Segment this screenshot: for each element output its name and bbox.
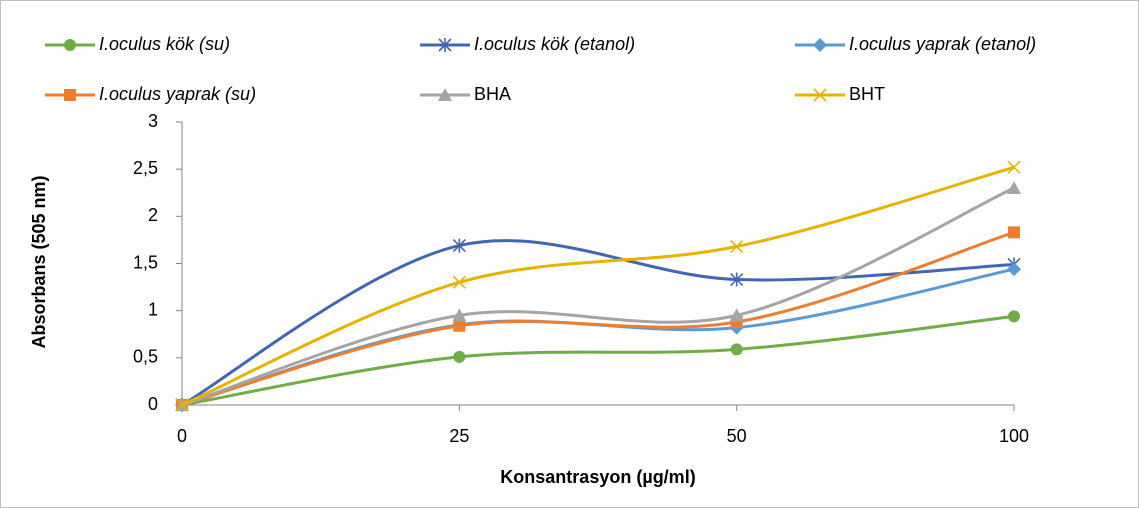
legend-item: BHA xyxy=(420,84,511,104)
legend-label: BHA xyxy=(474,84,511,104)
marker xyxy=(452,275,466,289)
series-line xyxy=(181,230,1015,407)
marker xyxy=(730,343,743,356)
series-line xyxy=(181,165,1015,407)
marker xyxy=(729,308,744,322)
legend-label: I.oculus yaprak (su) xyxy=(99,84,256,104)
marker xyxy=(730,239,744,254)
marker xyxy=(438,88,452,101)
y-tick-label: 2 xyxy=(148,205,158,225)
marker xyxy=(175,398,189,412)
marker xyxy=(1008,310,1020,323)
marker xyxy=(813,38,827,52)
legend-label: I.oculus kök (su) xyxy=(99,34,230,54)
marker xyxy=(730,272,744,287)
x-tick-label: 50 xyxy=(727,426,747,446)
marker xyxy=(438,38,452,52)
marker xyxy=(453,319,466,332)
y-tick-label: 1,5 xyxy=(133,252,158,272)
marker xyxy=(64,39,76,51)
marker xyxy=(452,308,467,322)
y-tick-label: 2,5 xyxy=(133,158,158,178)
legend-label: I.oculus kök (etanol) xyxy=(474,34,635,54)
y-tick-label: 1 xyxy=(148,299,158,319)
marker xyxy=(1007,181,1021,195)
legend-item: I.oculus yaprak (su) xyxy=(45,84,256,104)
series-line xyxy=(181,239,1015,407)
series-line xyxy=(181,186,1015,407)
y-tick-label: 3 xyxy=(148,111,158,131)
legend-item: I.oculus yaprak (etanol) xyxy=(795,34,1036,54)
marker xyxy=(452,238,466,253)
marker xyxy=(813,88,827,102)
marker xyxy=(453,350,466,363)
x-tick-label: 25 xyxy=(449,426,469,446)
legend-label: I.oculus yaprak (etanol) xyxy=(849,34,1036,54)
legend-item: BHT xyxy=(795,84,885,104)
y-tick-label: 0 xyxy=(148,394,158,414)
legend-label: BHT xyxy=(849,84,885,104)
marker xyxy=(1008,226,1020,239)
x-tick-label: 0 xyxy=(177,426,187,446)
marker xyxy=(1007,262,1021,277)
legend-item: I.oculus kök (etanol) xyxy=(420,34,635,54)
x-axis-title: Konsantrasyon (µg/ml) xyxy=(500,467,695,487)
y-tick-label: 0,5 xyxy=(133,347,158,367)
marker xyxy=(64,89,76,101)
series-line xyxy=(181,314,1015,407)
legend-item: I.oculus kök (su) xyxy=(45,34,230,54)
x-tick-label: 100 xyxy=(999,426,1029,446)
marker xyxy=(1007,160,1021,174)
y-axis-title: Absorbans (505 nm) xyxy=(29,175,49,348)
